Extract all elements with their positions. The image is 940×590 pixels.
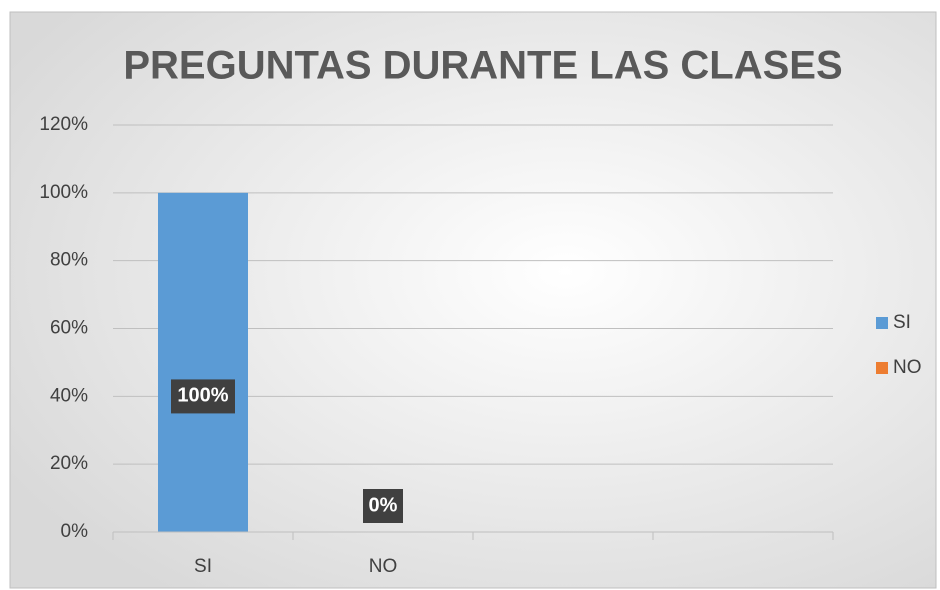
legend-swatch bbox=[876, 362, 888, 374]
y-tick-label: 120% bbox=[39, 114, 88, 135]
y-tick-label: 60% bbox=[50, 318, 88, 339]
y-tick-label: 80% bbox=[50, 250, 88, 271]
y-tick-label: 40% bbox=[50, 385, 88, 406]
data-label-box bbox=[363, 489, 403, 523]
data-label: 0% bbox=[369, 494, 398, 516]
data-label-box bbox=[171, 379, 235, 414]
legend-label: NO bbox=[893, 357, 922, 378]
bar bbox=[158, 192, 248, 533]
y-tick-label: 100% bbox=[39, 182, 88, 203]
data-label: 100% bbox=[177, 385, 228, 407]
x-tick-label: NO bbox=[369, 556, 398, 577]
x-tick-label: SI bbox=[194, 556, 212, 577]
y-tick-label: 20% bbox=[50, 453, 88, 474]
chart-background bbox=[9, 11, 937, 589]
y-tick-label: 0% bbox=[61, 521, 89, 542]
legend-swatch bbox=[876, 317, 888, 329]
chart-title: PREGUNTAS DURANTE LAS CLASES bbox=[123, 44, 842, 88]
legend-label: SI bbox=[893, 312, 911, 333]
